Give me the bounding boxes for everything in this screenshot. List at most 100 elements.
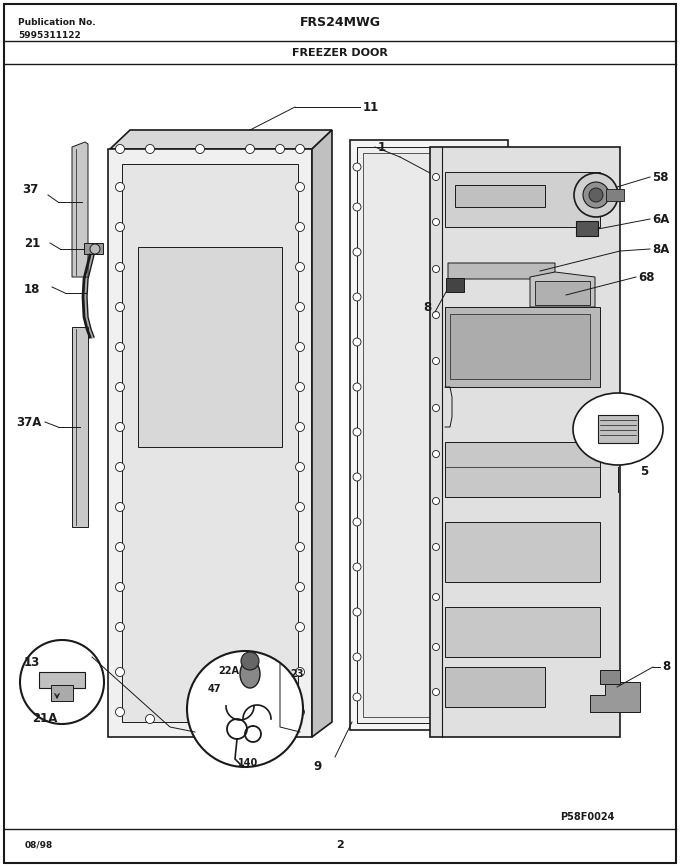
Circle shape [574,173,618,217]
Circle shape [245,145,254,153]
Circle shape [353,203,361,211]
Circle shape [432,357,439,364]
Circle shape [296,503,305,512]
Circle shape [116,707,124,716]
Circle shape [296,145,305,153]
Text: 8A: 8A [652,243,669,256]
Text: P58F0024: P58F0024 [560,812,614,822]
Circle shape [589,188,603,202]
Bar [455,185,545,207]
Circle shape [146,714,154,723]
Circle shape [432,688,439,695]
Circle shape [90,244,100,254]
Text: 6A: 6A [652,212,669,225]
Circle shape [353,518,361,526]
Bar [445,442,600,497]
Bar [576,221,598,236]
Circle shape [432,498,439,505]
Bar [445,667,545,707]
Text: 23: 23 [290,669,303,679]
Circle shape [146,145,154,153]
Circle shape [353,248,361,256]
Circle shape [116,342,124,351]
Circle shape [20,640,104,724]
Circle shape [583,182,609,208]
Circle shape [432,594,439,601]
Circle shape [296,543,305,551]
Circle shape [296,422,305,432]
Text: 47: 47 [208,684,222,694]
Circle shape [353,428,361,436]
Bar [122,164,298,722]
Polygon shape [72,142,88,277]
Circle shape [432,265,439,272]
Circle shape [432,544,439,551]
Bar [598,415,638,443]
Text: 08/98: 08/98 [25,840,53,850]
Circle shape [296,462,305,472]
Text: 37: 37 [22,182,38,195]
Polygon shape [448,263,555,279]
Text: 37A: 37A [16,415,41,428]
Polygon shape [72,327,88,527]
Text: 22A: 22A [218,666,239,676]
Text: 5995311122: 5995311122 [18,30,81,40]
Text: FREEZER DOOR: FREEZER DOOR [292,48,388,58]
Circle shape [432,405,439,412]
Text: 140: 140 [238,758,258,768]
Circle shape [296,303,305,311]
Ellipse shape [240,660,260,688]
Text: 13: 13 [24,655,40,668]
Bar [445,522,600,582]
Bar [363,153,495,717]
Circle shape [116,503,124,512]
Text: FRS24MWG: FRS24MWG [299,16,381,29]
Circle shape [187,651,303,767]
Circle shape [353,383,361,391]
Text: 2: 2 [336,840,344,850]
Text: 58: 58 [652,171,668,184]
Bar [350,140,508,730]
Bar [138,247,282,447]
Bar [446,278,464,292]
Bar [108,149,312,737]
Circle shape [245,714,254,723]
Circle shape [275,145,284,153]
FancyBboxPatch shape [39,672,85,688]
Ellipse shape [573,393,663,465]
Text: 21A: 21A [33,713,58,726]
Circle shape [432,173,439,180]
Circle shape [116,382,124,392]
Polygon shape [110,130,332,149]
Circle shape [116,543,124,551]
Circle shape [353,563,361,571]
Circle shape [432,218,439,225]
Bar [450,314,590,379]
Bar [357,147,501,723]
Circle shape [296,623,305,631]
Circle shape [196,714,205,723]
Circle shape [116,422,124,432]
Text: 8: 8 [424,301,432,314]
Circle shape [116,263,124,271]
Circle shape [116,182,124,192]
Circle shape [116,583,124,591]
Text: 11: 11 [363,101,379,114]
Circle shape [116,668,124,676]
Circle shape [353,293,361,301]
Circle shape [353,653,361,661]
Text: Publication No.: Publication No. [18,17,96,27]
Circle shape [275,714,284,723]
Polygon shape [590,682,640,712]
Circle shape [116,462,124,472]
Text: 9: 9 [313,760,322,773]
Circle shape [116,145,124,153]
Polygon shape [530,272,595,307]
Polygon shape [84,243,103,254]
Circle shape [353,338,361,346]
Circle shape [296,583,305,591]
Bar [445,607,600,657]
Circle shape [296,668,305,676]
Bar [606,189,624,201]
Circle shape [241,652,259,670]
